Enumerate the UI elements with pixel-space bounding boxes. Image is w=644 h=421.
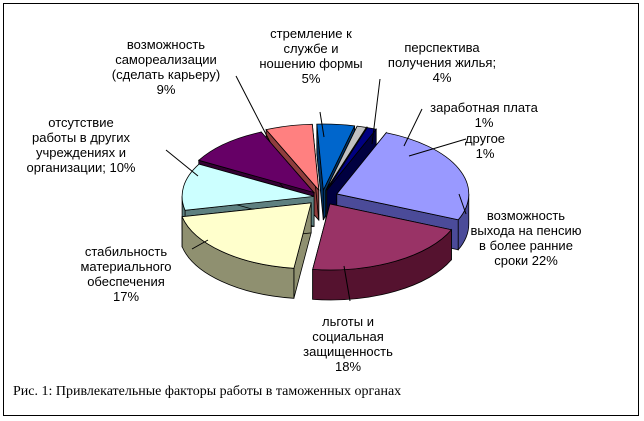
slice-label-line: выхода на пенсию xyxy=(471,223,582,238)
slice-label-line: 18% xyxy=(335,359,361,374)
leader-line-salary xyxy=(403,108,423,147)
slice-label-line: работы в других xyxy=(32,130,130,145)
pie-chart: возможность выхода на пенсию в более ранни… xyxy=(13,26,582,399)
slice-label-line: обеспечения xyxy=(87,274,165,289)
slice-label-line: 4% xyxy=(433,70,452,85)
leader-line-uniform xyxy=(319,111,325,138)
slice-label-salary: заработная плата 1% xyxy=(430,100,538,130)
slice-label-line: 5% xyxy=(302,71,321,86)
slice-label-line: 9% xyxy=(157,82,176,97)
leader-line-housing xyxy=(371,78,381,145)
slice-label-line: защищенность xyxy=(303,344,393,359)
slice-top-pension xyxy=(336,132,470,221)
slice-label-housing: перспектива получения жилья; 4% xyxy=(388,40,496,85)
slice-label-career: возможность самореализации (сделать карьер… xyxy=(112,37,220,97)
slice-label-line: в более ранние xyxy=(479,238,573,253)
leader-line-nojob xyxy=(165,149,199,177)
figure-caption: Рис. 1: Привлекательные факторы работы в… xyxy=(13,384,401,399)
slice-top-stability xyxy=(181,202,312,269)
slice-label-line: 17% xyxy=(113,289,139,304)
slice-label-line: материального xyxy=(80,259,171,274)
slice-label-social: льготы и социальная защищенность 18% xyxy=(303,314,393,374)
slice-label-line: 1% xyxy=(475,115,494,130)
slice-top-social xyxy=(312,203,453,271)
leader-line-stability xyxy=(191,239,209,250)
slice-label-nojob: отсутствие работы в других учреждениях и ор… xyxy=(27,115,136,175)
leader-line-pension xyxy=(458,193,467,215)
slice-labels: возможность выхода на пенсию в более ранни… xyxy=(27,26,582,374)
slice-label-line: организации; 10% xyxy=(27,160,136,175)
slice-label-line: получения жилья; xyxy=(388,55,496,70)
slice-label-other: другое 1% xyxy=(465,131,505,161)
leader-lines xyxy=(165,75,467,302)
pie-slices xyxy=(181,123,470,301)
slice-label-line: стабильность xyxy=(85,244,167,259)
slice-label-uniform: стремление к службе и ношению формы 5% xyxy=(259,26,362,86)
slice-label-line: социальная xyxy=(312,329,384,344)
pie-slice-social xyxy=(312,203,453,301)
slice-top-career xyxy=(197,131,316,194)
slice-label-line: заработная плата xyxy=(430,100,538,115)
slice-label-line: отсутствие xyxy=(48,115,113,130)
slice-label-stability: стабильность материального обеспечения 17% xyxy=(80,244,171,304)
pie-slice-stability xyxy=(181,202,312,299)
slice-label-line: возможность xyxy=(127,37,205,52)
slice-label-line: самореализации xyxy=(115,52,217,67)
leader-line-social xyxy=(343,265,351,302)
slice-label-pension: возможность выхода на пенсию в более ранни… xyxy=(471,208,582,268)
leader-line-career xyxy=(235,75,271,143)
slice-top-nojob xyxy=(181,163,315,211)
slice-label-line: льготы и xyxy=(322,314,374,329)
slice-label-line: (сделать карьеру) xyxy=(112,67,220,82)
slice-label-line: ношению формы xyxy=(259,56,362,71)
slice-label-line: службе и xyxy=(284,41,339,56)
slice-label-line: учреждениях и xyxy=(36,145,126,160)
leader-line-other xyxy=(408,138,467,157)
slice-label-line: сроки 22% xyxy=(494,253,558,268)
slice-label-line: перспектива xyxy=(404,40,480,55)
slice-top-salary xyxy=(325,125,367,191)
slice-label-line: стремление к xyxy=(270,26,352,41)
slice-label-line: 1% xyxy=(476,146,495,161)
chart-frame: возможность выхода на пенсию в более ранни… xyxy=(3,3,639,416)
slice-top-housing xyxy=(316,123,356,192)
slice-top-uniform xyxy=(265,123,320,192)
slice-top-other xyxy=(326,127,377,191)
slice-label-line: возможность xyxy=(487,208,565,223)
slice-label-line: другое xyxy=(465,131,505,146)
